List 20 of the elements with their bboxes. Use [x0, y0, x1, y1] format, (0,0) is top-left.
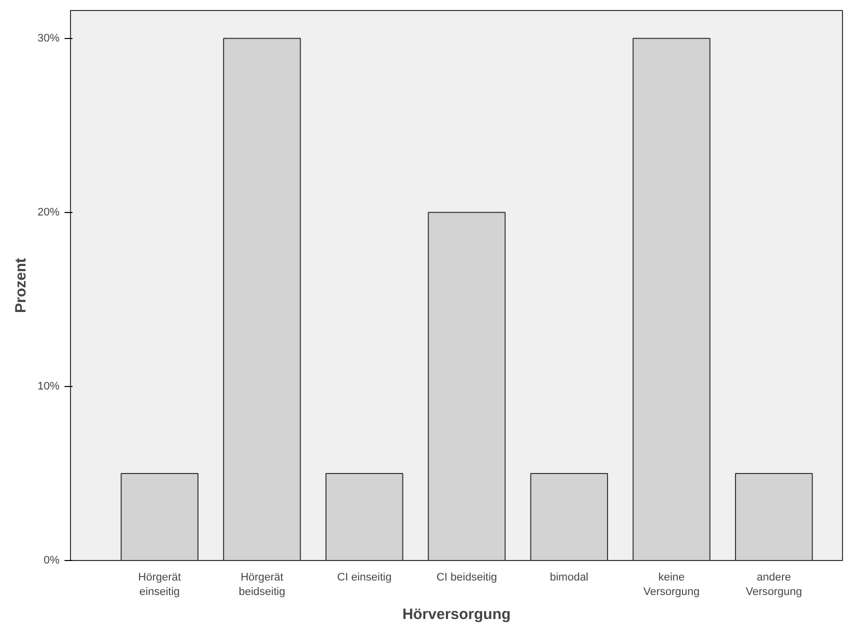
bar: [632, 38, 710, 560]
x-tick-label: Hörgerät einseitig: [138, 572, 181, 598]
y-tick-label: 30%: [37, 32, 60, 44]
y-tick-label: 20%: [37, 206, 60, 218]
bar: [325, 472, 404, 560]
x-tick-label: Hörgerät beidseitig: [238, 572, 286, 598]
y-axis-title: Prozent: [12, 258, 30, 313]
bar: [530, 472, 608, 560]
x-tick-label: bimodal: [550, 572, 588, 584]
bar: [120, 472, 198, 560]
y-tick-label: 0%: [44, 554, 60, 566]
x-tick-label: CI einseitig: [337, 572, 392, 584]
bar: [223, 38, 301, 560]
x-tick-label: CI beidseitig: [436, 572, 498, 584]
bar: [428, 212, 506, 560]
bar: [735, 472, 813, 560]
y-tick-label: 10%: [37, 380, 60, 392]
x-tick-label: andere Versorgung: [746, 572, 802, 598]
x-tick-label: keine Versorgung: [643, 572, 700, 598]
x-axis-title: Hörversorgung: [402, 606, 511, 623]
